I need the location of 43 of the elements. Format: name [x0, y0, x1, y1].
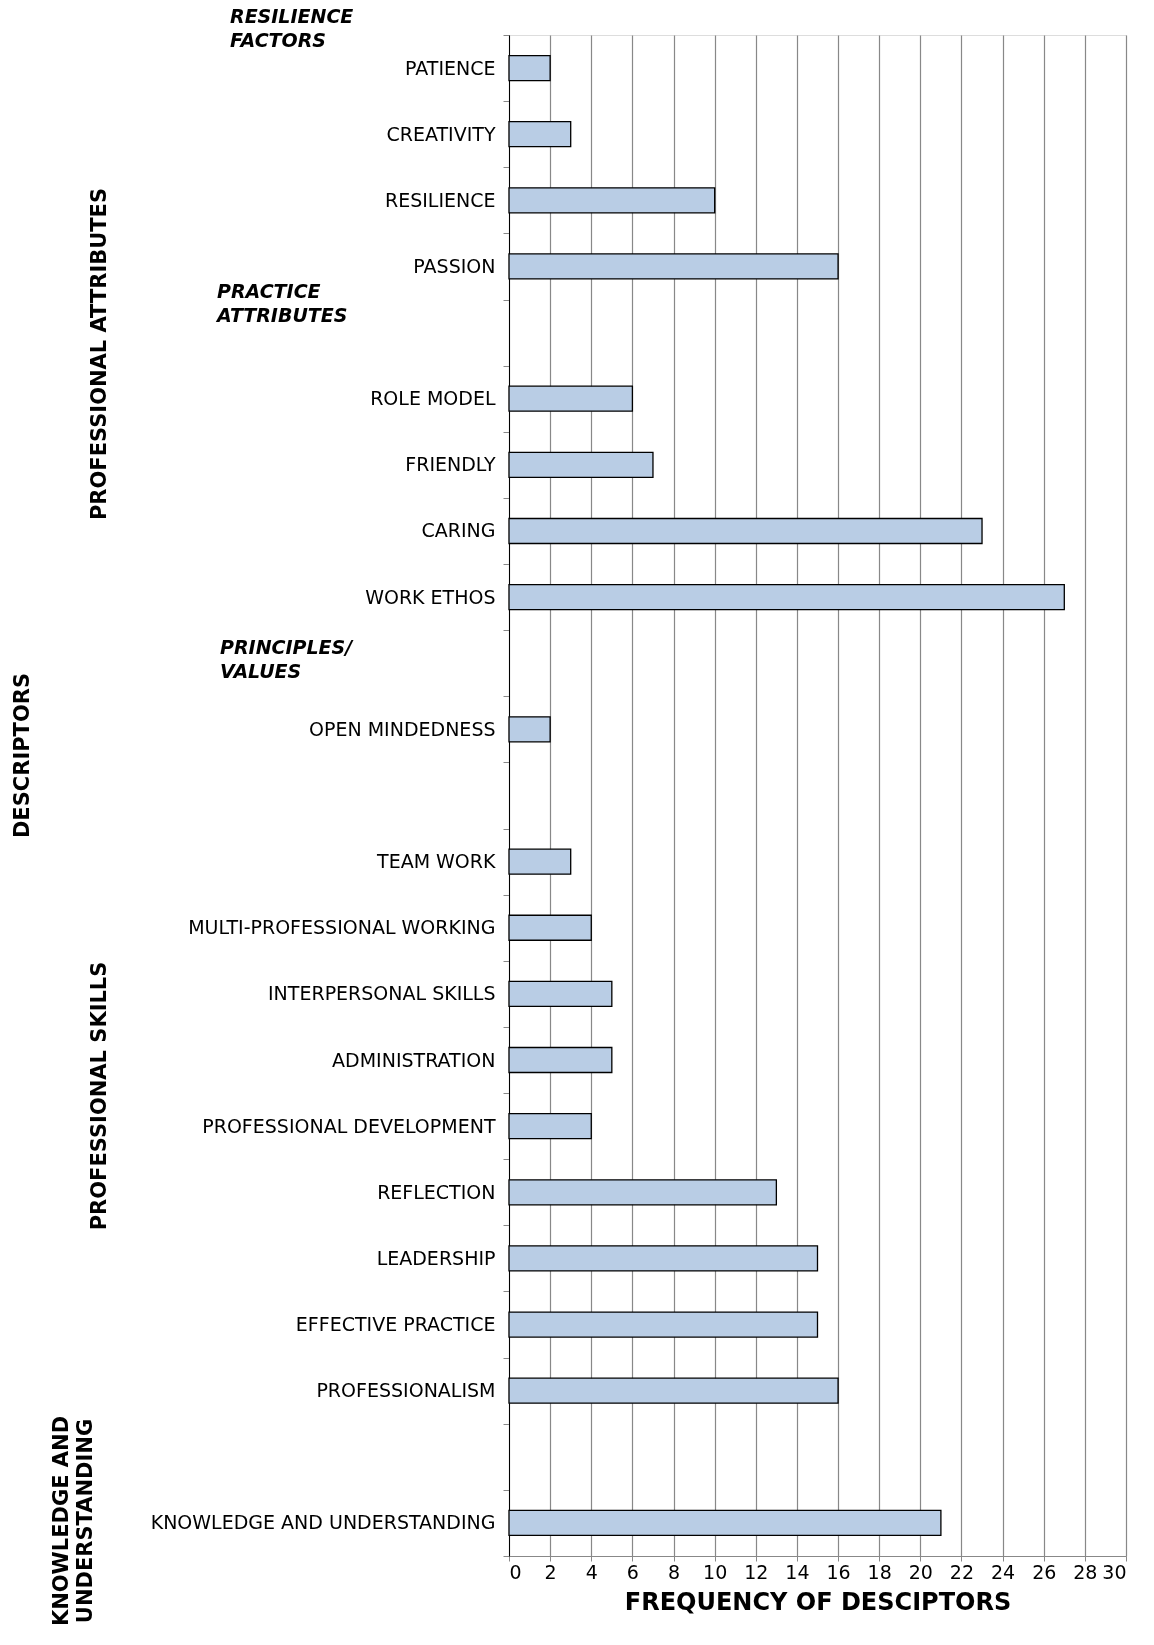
x-tick-label: 0 — [509, 1560, 522, 1583]
x-tick-label: 14 — [785, 1560, 810, 1583]
text: RESILIENCE FACTORS — [230, 5, 354, 51]
x-axis-title: FREQUENCY OF DESCIPTORS — [624, 1587, 1012, 1616]
y-tick-label: ROLE MODEL — [370, 387, 496, 410]
x-tick-label: 8 — [667, 1560, 681, 1583]
y-tick-label: WORK ETHOS — [365, 585, 496, 608]
y-tick-label: PROFESSIONALISM — [316, 1379, 496, 1402]
x-tick-label: 30 — [1102, 1560, 1127, 1583]
x-tick-label: 26 — [1032, 1560, 1057, 1583]
text: PROFESSIONAL SKILLS — [87, 961, 111, 1231]
text: KNOWLEDGE AND UNDERSTANDING — [49, 1415, 97, 1627]
y-tick-label: REFLECTION — [377, 1180, 496, 1203]
y-tick-label: RESILIENCE — [384, 188, 496, 211]
y-tick-label: PASSION — [413, 254, 496, 277]
y-tick-label: ADMINISTRATION — [332, 1048, 496, 1071]
y-tick-label: LEADERSHIP — [376, 1246, 496, 1269]
x-tick-label: 20 — [908, 1560, 933, 1583]
x-tick-label: 4 — [585, 1560, 598, 1583]
y-tick-label: EFFECTIVE PRACTICE — [295, 1313, 496, 1336]
text: PRACTICE ATTRIBUTES — [215, 280, 348, 326]
y-tick-label: CARING — [421, 519, 496, 542]
text: PRINCIPLES/ VALUES — [220, 636, 355, 682]
x-tick-label: 10 — [703, 1560, 728, 1583]
y-tick-label: TEAM WORK — [376, 850, 497, 873]
x-tick-label: 16 — [826, 1560, 851, 1583]
text: DESCRIPTORS — [10, 672, 34, 839]
y-tick-label: PATIENCE — [405, 56, 496, 79]
x-tick-label: 12 — [744, 1560, 769, 1583]
y-tick-label: PROFESSIONAL DEVELOPMENT — [202, 1114, 496, 1137]
x-tick-label: 22 — [949, 1560, 975, 1583]
x-tick-label: 28 — [1073, 1560, 1098, 1583]
x-tick-label: 24 — [991, 1560, 1016, 1583]
x-tick-label: 6 — [626, 1560, 639, 1583]
y-tick-label: MULTI-PROFESSIONAL WORKING — [188, 916, 496, 939]
y-tick-label: OPEN MINDEDNESS — [309, 717, 496, 740]
x-tick-label: 2 — [544, 1560, 557, 1583]
y-tick-label: INTERPERSONAL SKILLS — [268, 982, 496, 1005]
y-tick-label: CREATIVITY — [386, 122, 496, 145]
x-tick-label: 18 — [867, 1560, 892, 1583]
y-tick-label: KNOWLEDGE AND UNDERSTANDING — [150, 1511, 496, 1534]
y-tick-label: FRIENDLY — [405, 453, 496, 476]
text: PROFESSIONAL ATTRIBUTES — [87, 187, 111, 521]
